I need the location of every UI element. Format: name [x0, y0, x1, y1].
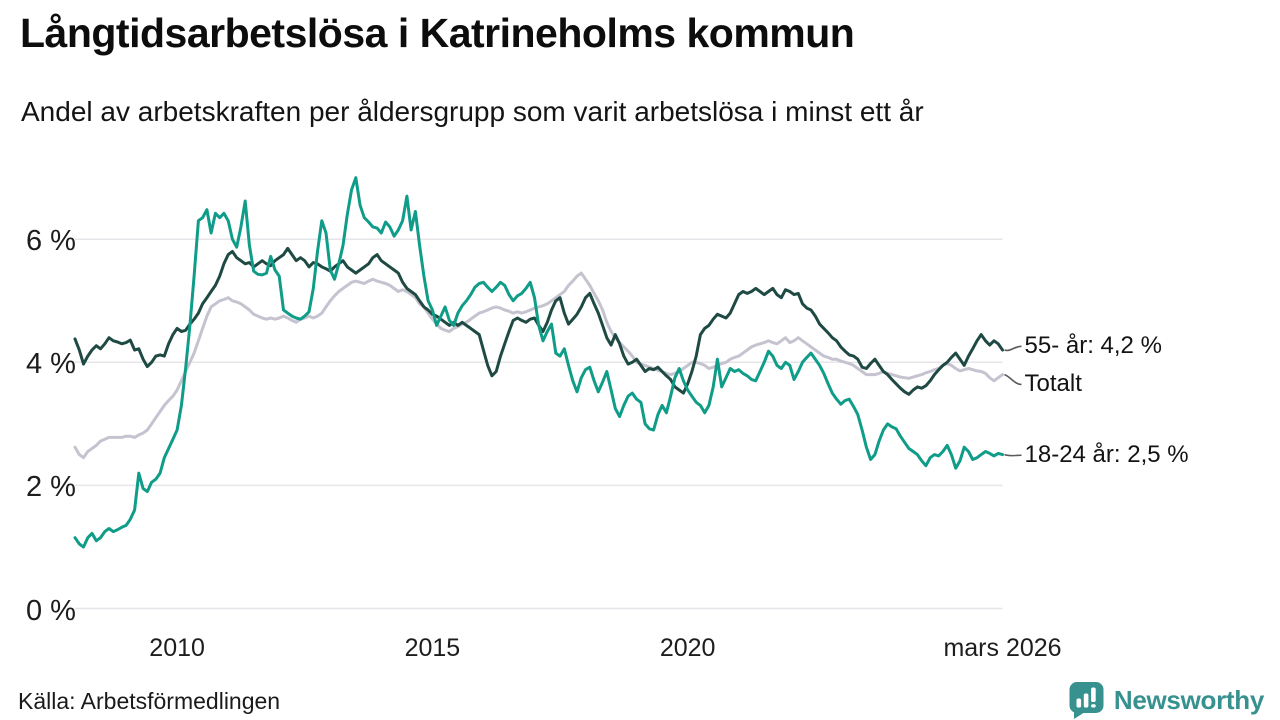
y-tick-label: 2 % — [26, 471, 76, 504]
x-tick-label: 2010 — [149, 634, 205, 662]
bar-chart-bubble-icon — [1069, 682, 1104, 719]
series-line-totalt — [73, 271, 1004, 460]
label-leader-lines — [1004, 345, 1022, 457]
end-label-18-24-r: 18-24 år: 2,5 % — [1024, 441, 1189, 469]
newsworthy-logo: Newsworthy — [1068, 681, 1264, 719]
page-title: Långtidsarbetslösa i Katrineholms kommun — [20, 10, 855, 56]
x-tick-label: 2020 — [659, 634, 716, 662]
gridlines — [75, 238, 1003, 610]
y-tick-label: 6 % — [26, 225, 76, 258]
newsworthy-logo-text: Newsworthy — [1113, 684, 1264, 715]
source-note: Källa: Arbetsförmedlingen — [18, 688, 281, 714]
page-subtitle: Andel av arbetskraften per åldersgrupp s… — [21, 96, 924, 127]
series-line-18-24-r — [73, 176, 1004, 549]
end-label-55-r: 55- år: 4,2 % — [1024, 332, 1162, 360]
leader-line — [1004, 453, 1022, 457]
leader-line — [1004, 373, 1022, 386]
series-lines — [73, 176, 1004, 549]
x-tick-label: 2015 — [404, 634, 461, 662]
y-tick-label: 0 % — [26, 594, 76, 627]
y-tick-label: 4 % — [26, 348, 76, 381]
leader-line — [1004, 345, 1022, 352]
x-tick-label: mars 2026 — [943, 634, 1062, 662]
end-label-totalt: Totalt — [1024, 370, 1082, 398]
